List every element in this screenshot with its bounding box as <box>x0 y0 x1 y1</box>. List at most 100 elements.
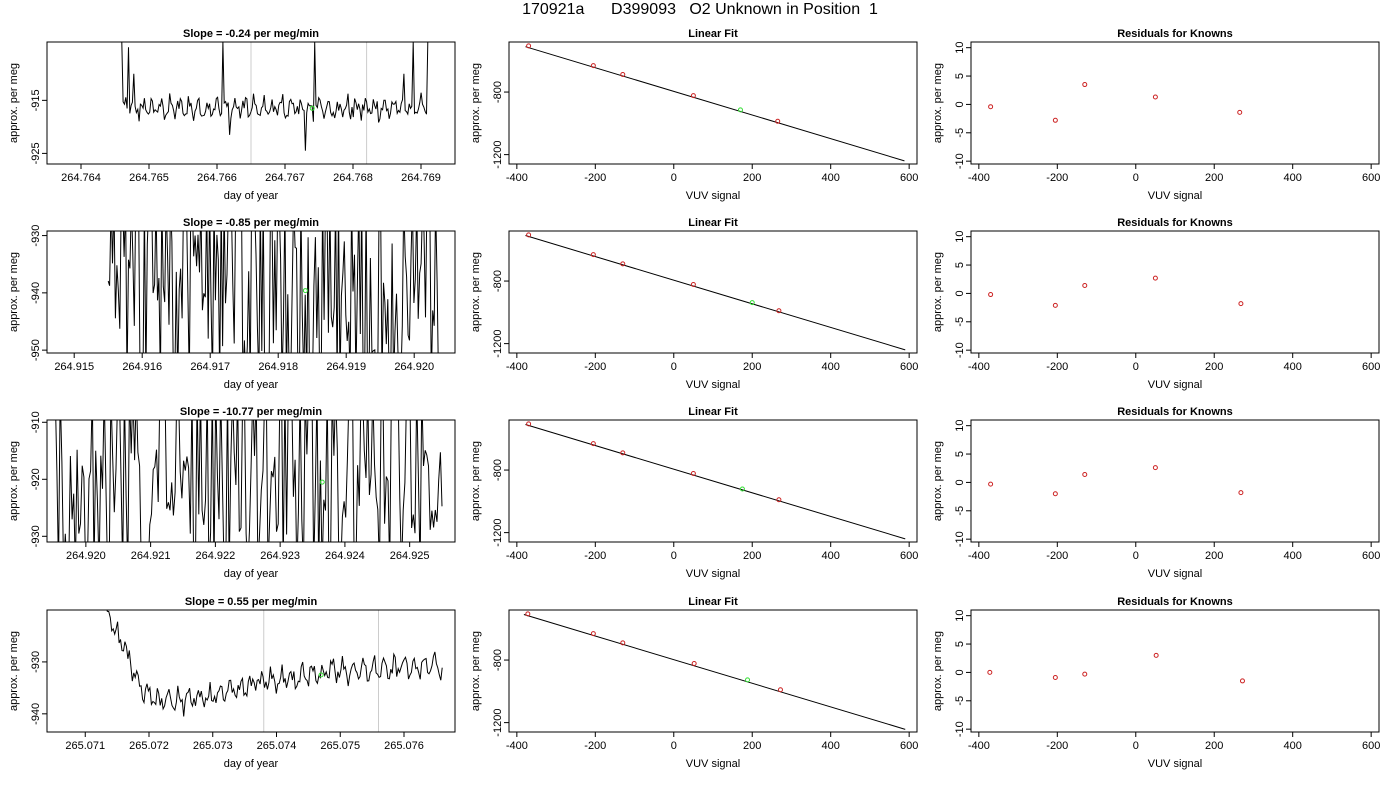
panel-3-2: -400 -200 0 200 400 600 -1200 -800 Linear Fit VUV… <box>470 406 918 580</box>
panel-3-3: -400 -200 0 200 400 600 -10 -5 0 5 10 Residuals for… <box>932 406 1380 580</box>
x-tick-label: 200 <box>1205 550 1223 562</box>
plot-area <box>103 610 443 732</box>
x-tick-label: 200 <box>1205 172 1223 184</box>
x-tick-label: 0 <box>1133 172 1139 184</box>
unknown-point <box>739 486 745 492</box>
known-point <box>590 252 596 258</box>
x-tick-label: -400 <box>968 740 990 752</box>
panel-4-1: 265.071 265.072 265.073 265.074 265.075 265.0… <box>8 596 456 770</box>
known-point <box>620 640 626 646</box>
unknown-point <box>749 300 755 306</box>
plot-area <box>988 275 1244 308</box>
known-point <box>590 441 596 447</box>
x-tick-label: 264.915 <box>54 361 94 373</box>
x-tick-label: 264.922 <box>195 550 235 562</box>
y-tick-label: -1200 <box>492 519 504 547</box>
x-tick-label: -200 <box>584 172 606 184</box>
known-point <box>1152 465 1158 471</box>
y-axis-label: approx. per meg <box>470 63 482 143</box>
plot-frame <box>508 41 918 165</box>
y-axis-label: approx. per meg <box>932 252 944 332</box>
panel-title: Slope = -10.77 per meg/min <box>180 406 322 418</box>
fit-line <box>523 614 906 730</box>
y-tick-label: 0 <box>954 290 966 296</box>
y-tick-label: -920 <box>30 468 42 490</box>
y-axis-label: approx. per meg <box>8 63 20 143</box>
x-tick-label: 400 <box>822 740 840 752</box>
x-axis-label: day of year <box>224 379 279 391</box>
panel-title: Residuals for Knowns <box>1117 28 1233 40</box>
x-tick-label: 200 <box>743 550 761 562</box>
x-axis-label: VUV signal <box>686 568 740 580</box>
x-tick-label: -200 <box>1046 172 1068 184</box>
plot-area <box>55 420 443 542</box>
y-tick-label: 5 <box>954 641 966 647</box>
x-tick-label: -400 <box>506 740 528 752</box>
x-axis-label: VUV signal <box>1148 758 1202 770</box>
x-axis-label: VUV signal <box>1148 190 1202 202</box>
known-point <box>1239 678 1245 684</box>
panel-title: Residuals for Knowns <box>1117 596 1233 608</box>
x-tick-label: 400 <box>1284 361 1302 373</box>
x-tick-label: 400 <box>822 172 840 184</box>
panel-title: Slope = 0.55 per meg/min <box>185 596 318 608</box>
x-tick-label: -400 <box>506 361 528 373</box>
known-point <box>1052 491 1058 497</box>
known-point <box>691 660 697 666</box>
known-point <box>590 631 596 637</box>
x-tick-label: 200 <box>1205 361 1223 373</box>
known-point <box>988 292 994 298</box>
x-tick-label: 264.918 <box>258 361 298 373</box>
panel-title: Residuals for Knowns <box>1117 406 1233 418</box>
y-tick-label: -930 <box>30 225 42 247</box>
y-tick-label: -1200 <box>492 330 504 358</box>
x-tick-label: 200 <box>743 361 761 373</box>
known-point <box>526 232 532 238</box>
panel-1-2: -400 -200 0 200 400 600 -1200 -800 Linear Fit VUV… <box>470 28 918 202</box>
x-tick-label: 264.920 <box>394 361 434 373</box>
x-axis-label: day of year <box>224 758 279 770</box>
x-axis-label: VUV signal <box>686 758 740 770</box>
known-point <box>1082 82 1088 88</box>
known-point <box>526 421 532 427</box>
known-point <box>620 261 626 267</box>
y-tick-label: 0 <box>954 101 966 107</box>
panel-title: Residuals for Knowns <box>1117 217 1233 229</box>
known-point <box>1237 109 1243 115</box>
y-tick-label: -1200 <box>492 709 504 737</box>
x-tick-label: 200 <box>1205 740 1223 752</box>
y-tick-label: -915 <box>30 89 42 111</box>
plot-frame <box>508 230 918 354</box>
panel-4-2: -400 -200 0 200 400 600 -1200 -800 Linear Fit VUV… <box>470 596 918 770</box>
y-tick-label: -925 <box>30 142 42 164</box>
x-tick-label: -200 <box>1046 740 1068 752</box>
plot-frame <box>970 41 1380 165</box>
x-tick-label: -200 <box>1046 550 1068 562</box>
plot-frame <box>970 609 1380 733</box>
plot-area <box>525 421 906 540</box>
y-tick-label: 10 <box>954 42 966 54</box>
unknown-point <box>745 677 751 683</box>
known-point <box>1152 275 1158 281</box>
plot-frame <box>46 41 456 165</box>
x-tick-label: 264.916 <box>122 361 162 373</box>
y-tick-label: 10 <box>954 231 966 243</box>
y-tick-label: -10 <box>954 721 966 737</box>
x-tick-label: 600 <box>1362 550 1380 562</box>
x-tick-label: 264.768 <box>333 172 373 184</box>
x-tick-label: 0 <box>671 172 677 184</box>
x-tick-label: 264.921 <box>131 550 171 562</box>
y-tick-label: -930 <box>30 651 42 673</box>
y-axis-label: approx. per meg <box>8 631 20 711</box>
y-axis-label: approx. per meg <box>470 441 482 521</box>
y-axis-label: approx. per meg <box>470 631 482 711</box>
x-axis-label: VUV signal <box>1148 568 1202 580</box>
known-point <box>1052 675 1058 681</box>
x-tick-label: 264.764 <box>61 172 101 184</box>
x-tick-label: 400 <box>1284 172 1302 184</box>
y-tick-label: -940 <box>30 703 42 725</box>
series-trace <box>103 610 443 717</box>
x-tick-label: 265.074 <box>257 740 297 752</box>
plot-area <box>525 232 906 351</box>
plot-frame <box>970 419 1380 543</box>
